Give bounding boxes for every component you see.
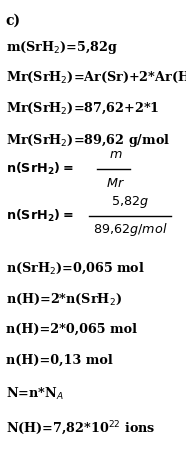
Text: n(H)=2*n(SrH$_2$): n(H)=2*n(SrH$_2$) bbox=[6, 292, 121, 307]
Text: Mr(SrH$_2$)=Ar(Sr)+2*Ar(H): Mr(SrH$_2$)=Ar(Sr)+2*Ar(H) bbox=[6, 70, 186, 85]
Text: $\mathit{Mr}$: $\mathit{Mr}$ bbox=[106, 177, 125, 190]
Text: n(H)=2*0,065 mol: n(H)=2*0,065 mol bbox=[6, 323, 137, 336]
Text: N=n*N$_A$: N=n*N$_A$ bbox=[6, 386, 63, 402]
Text: n(SrH$_2$)=0,065 mol: n(SrH$_2$)=0,065 mol bbox=[6, 260, 145, 276]
Text: m(SrH$_2$)=5,82g: m(SrH$_2$)=5,82g bbox=[6, 39, 118, 56]
Text: Mr(SrH$_2$)=89,62 g/mol: Mr(SrH$_2$)=89,62 g/mol bbox=[6, 132, 170, 149]
Text: $\mathit{89{,}62g/mol}$: $\mathit{89{,}62g/mol}$ bbox=[93, 221, 168, 238]
Text: $\mathbf{n(SrH_2){=}}$: $\mathbf{n(SrH_2){=}}$ bbox=[6, 208, 73, 224]
Text: Mr(SrH$_2$)=87,62+2*1: Mr(SrH$_2$)=87,62+2*1 bbox=[6, 101, 159, 116]
Text: c): c) bbox=[6, 13, 21, 27]
Text: n(H)=0,13 mol: n(H)=0,13 mol bbox=[6, 354, 112, 367]
Text: $\mathit{5{,}82g}$: $\mathit{5{,}82g}$ bbox=[111, 194, 149, 210]
Text: $\mathbf{\mathit{m}}$: $\mathbf{\mathit{m}}$ bbox=[109, 148, 122, 162]
Text: $\mathbf{n(SrH_2){=}}$: $\mathbf{n(SrH_2){=}}$ bbox=[6, 161, 73, 177]
Text: N(H)=7,82*10$^{22}$ ions: N(H)=7,82*10$^{22}$ ions bbox=[6, 420, 155, 438]
